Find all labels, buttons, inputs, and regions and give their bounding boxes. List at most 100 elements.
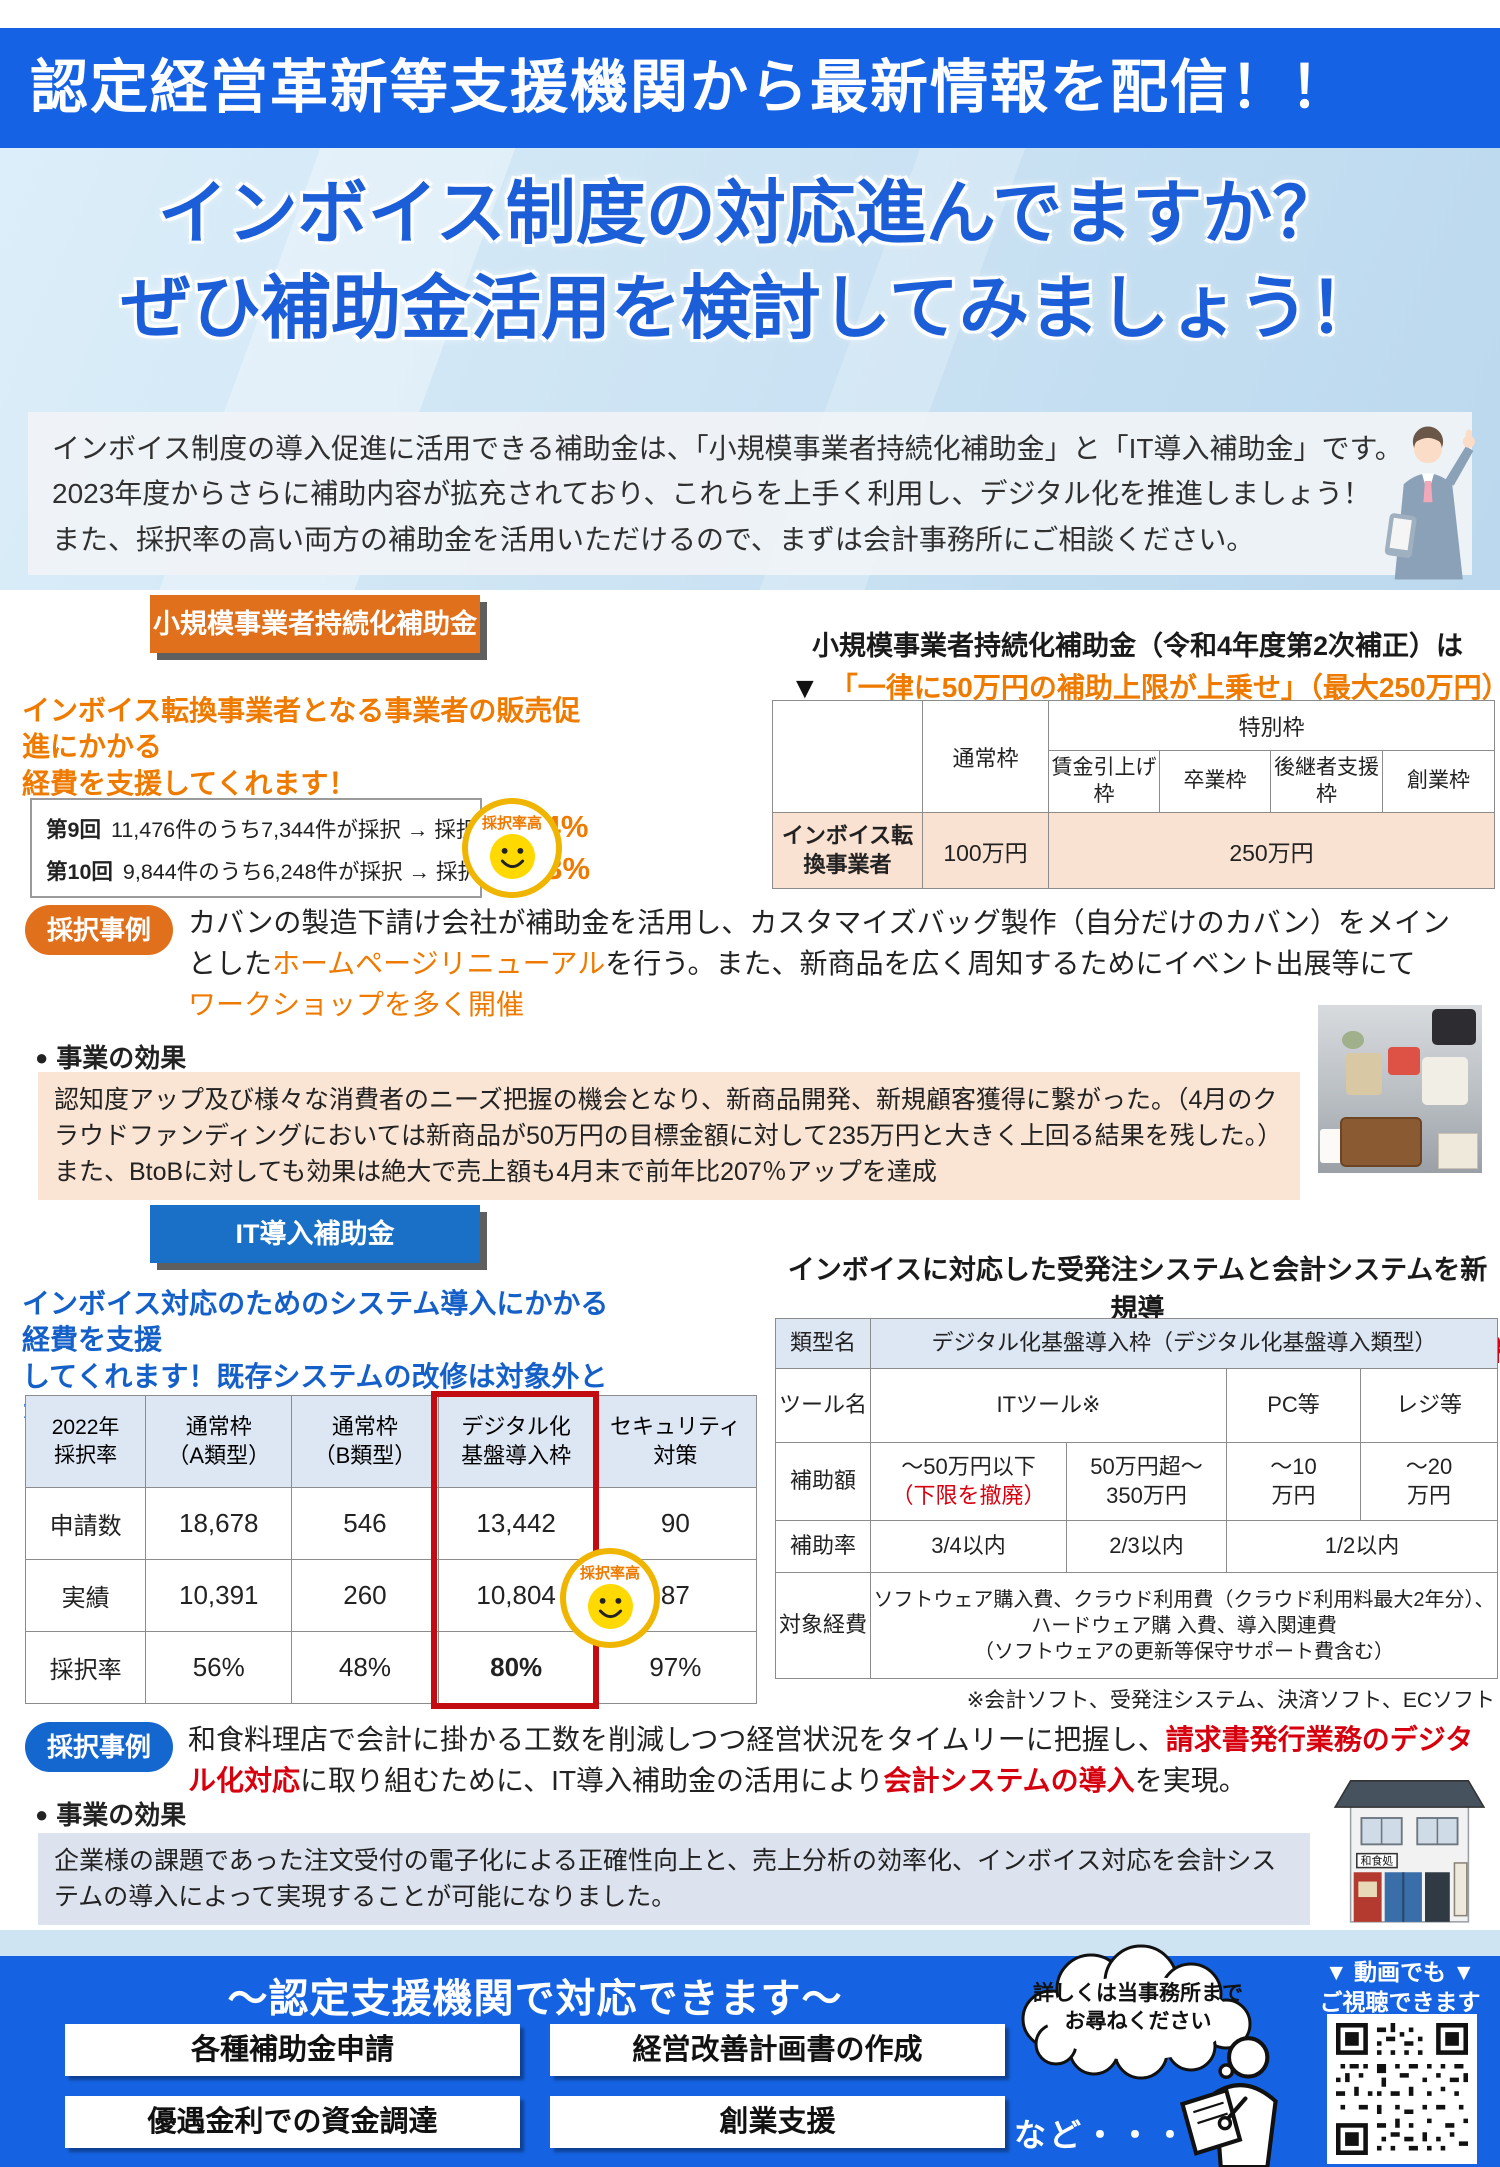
footer-divider-strip [0,1930,1500,1956]
row-label: 補助額 [775,1442,871,1521]
bubble-line1: 詳しくは当事務所まで [1033,1982,1243,2005]
video-note: ▼ 動画でも ▼ ご視聴できます [1310,1958,1490,2018]
case2-seg2: 請求書発行業務のデジタル化対応 [188,1724,1474,1796]
cell: 13,442 [437,1487,595,1560]
suitcase-shape [1340,1117,1422,1167]
effect-label: 事業の効果 [56,1800,187,1830]
special-col: 後継者支援枠 [1270,750,1383,813]
bubble-text: 詳しくは当事務所まで お尋ねください [1006,1980,1270,2037]
table-row: ツール名 ITツール※ PC等 レジ等 [775,1368,1498,1443]
effect-text: 企業様の課題であった注文受付の電子化による正確性向上と、売上分析の効率化、インボ… [54,1847,1277,1911]
stat-body: 9,844件のうち6,248件が採択 → 採択率は [122,860,522,884]
it-hojo-banner: IT導入補助金 [150,1205,480,1263]
jizokuka-table: 通常枠 特別枠 賃金引上げ枠 卒業枠 後継者支援枠 創業枠 インボイス転換事業者… [772,700,1496,889]
cell: ～10 万円 [1226,1442,1361,1521]
case-pill: 採択事例 [25,1722,173,1772]
jizokuka-title-black: 小規模事業者持続化補助金（令和4年度第2次補正）は [811,631,1464,661]
case1-seg3: を行う。また、新商品を広く周知するためにイベント出展等にて [605,947,1416,979]
service-card-startup: 創業支援 [550,2096,1005,2148]
down-triangle-icon: ▼ [790,672,820,705]
service-card-financing: 優遇金利での資金調達 [65,2096,520,2148]
bag-shape [1422,1057,1468,1105]
bag-shape [1432,1009,1476,1045]
bullet-icon: ● [35,1802,49,1827]
it-title-line1: インボイスに対応した受発注システムと会計システムを新規導 [787,1255,1488,1324]
col-header: 通常枠 （B類型） [291,1395,439,1488]
qr-code [1327,2014,1477,2164]
jizokuka-lead-line1: インボイス転換事業者となる事業者の販売促進にかかる [22,695,581,763]
qr-pattern [1336,2023,1468,2155]
case2-seg3: に取り組むために、IT導入補助金の活用により [300,1764,884,1796]
service-label: 優遇金利での資金調達 [147,2106,438,2138]
case1-text: カバンの製造下請け会社が補助金を活用し、カスタマイズバッグ製作（自分だけのカバン… [188,903,1468,1026]
empty-cell [772,700,923,813]
etc-label: など・・・ [1014,2117,1190,2153]
row-label: インボイス転換事業者 [772,812,923,889]
case2-seg4: 会計システムの導入 [883,1764,1135,1796]
top-banner: 認定経営革新等支援機関から最新情報を配信！！ [0,28,1500,148]
col-header: 2022年 採択率 [24,1395,147,1488]
red-highlight-outline [431,1391,599,1709]
table-header-row: 2022年 採択率 通常枠 （A類型） 通常枠 （B類型） デジタル化 基盤導入… [24,1395,758,1488]
intro-line3: また、採択率の高い両方の補助金を活用いただけるので、まずは会計事務所にご相談くだ… [52,523,1255,555]
normal-frame-header: 通常枠 [922,700,1049,813]
digital-frame-table: 類型名 デジタル化基盤導入枠（デジタル化基盤導入類型） ツール名 ITツール※ … [775,1318,1498,1679]
table-row: 通常枠 特別枠 [772,700,1496,813]
case1-seg1: カバンの製造下請け会社が補助金を活用し、カスタマイズバッグ製作（自分だけのカバン… [188,907,1450,979]
amount-main: ～50万円以下 [901,1453,1036,1479]
highlight-cell: 80% [437,1631,595,1704]
it-lead-line1: インボイス対応のためのシステム導入にかかる経費を支援 [22,1288,609,1356]
row-label: 実績 [24,1559,147,1632]
cell: ITツール※ [870,1368,1227,1443]
case1-seg2: ホームページリニューアル [272,947,606,979]
writing-person-icon [1158,2030,1300,2167]
bag-shape [1388,1047,1420,1075]
cell: PC等 [1226,1368,1361,1443]
hero-title-line1: インボイス制度の対応進んでますか？ [157,174,1343,252]
etc-text: など・・・ [1014,2110,1189,2156]
case1-seg4: ワークショップを多く開催 [188,988,525,1020]
it-adoption-table: 2022年 採択率 通常枠 （A類型） 通常枠 （B類型） デジタル化 基盤導入… [24,1395,758,1704]
cell: 1/2以内 [1226,1520,1498,1573]
case-pill-label: 採択事例 [46,915,151,945]
cell: 56% [145,1631,293,1704]
row-label: 申請数 [24,1487,147,1560]
intro-line2: 2023年度からさらに補助内容が拡充されており、これらを上手く利用し、デジタル化… [52,478,1371,510]
effect-heading: ● 事業の効果 [35,1038,186,1075]
case-pill: 採択事例 [25,905,173,955]
cell: ～50万円以下 （下限を撤廃） [870,1442,1067,1521]
case-pill-label: 採択事例 [46,1732,151,1762]
high-adoption-badge: 採択率高 [462,798,562,898]
effect-box-2: 企業様の課題であった注文受付の電子化による正確性向上と、売上分析の効率化、インボ… [38,1833,1310,1925]
table-row: 対象経費 ソフトウェア購入費、クラウド利用費（クラウド利用料最大2年分）、 ハー… [775,1572,1498,1679]
cell: レジ等 [1360,1368,1498,1443]
col-header: 通常枠 （A類型） [145,1395,293,1488]
bullet-icon: ● [35,1045,49,1070]
jizokuka-lead: インボイス転換事業者となる事業者の販売促進にかかる 経費を支援してくれます！ [22,693,592,802]
row-label: 対象経費 [775,1572,871,1679]
it-hojo-banner-text: IT導入補助金 [235,1219,395,1249]
cell: 50万円超～ 350万円 [1066,1442,1227,1521]
case2-text: 和食料理店で会計に掛かる工数を削減しつつ経営状況をタイムリーに把握し、請求書発行… [188,1720,1486,1802]
jizokuka-banner: 小規模事業者持続化補助金 [150,595,480,653]
smiley-icon [587,1584,633,1629]
stat-round: 第10回 [46,860,113,884]
table-row: 類型名 デジタル化基盤導入枠（デジタル化基盤導入類型） [775,1318,1498,1369]
high-adoption-badge: 採択率高 [560,1548,660,1648]
cell: 546 [291,1487,439,1560]
cell: 3/4以内 [870,1520,1067,1573]
plant-shape [1342,1031,1364,1049]
case2-seg5: を実現。 [1134,1764,1247,1796]
service-label: 創業支援 [719,2106,836,2138]
effect-text: 認知度アップ及び様々な消費者のニーズ把握の機会となり、新商品開発、新規顧客獲得に… [54,1086,1283,1186]
hero-title: インボイス制度の対応進んでますか？ ぜひ補助金活用を検討してみましょう！ [0,166,1500,356]
effect-heading: ● 事業の効果 [35,1795,186,1832]
table-footnote: ※会計ソフト、受発注システム、決済ソフト、ECソフト [775,1684,1495,1714]
jizokuka-title-orange-line: ▼「一律に50万円の補助上限が上乗せ」（最大250万円）▼ [780,666,1500,706]
table-row: 採択率 56% 48% 80% 97% [24,1631,758,1704]
service-card-improvement-plan: 経営改善計画書の作成 [550,2024,1005,2076]
cell: デジタル化基盤導入枠（デジタル化基盤導入類型） [870,1318,1498,1369]
top-banner-text: 認定経営革新等支援機関から最新情報を配信！！ [30,55,1351,120]
stat-round: 第9回 [46,818,101,842]
